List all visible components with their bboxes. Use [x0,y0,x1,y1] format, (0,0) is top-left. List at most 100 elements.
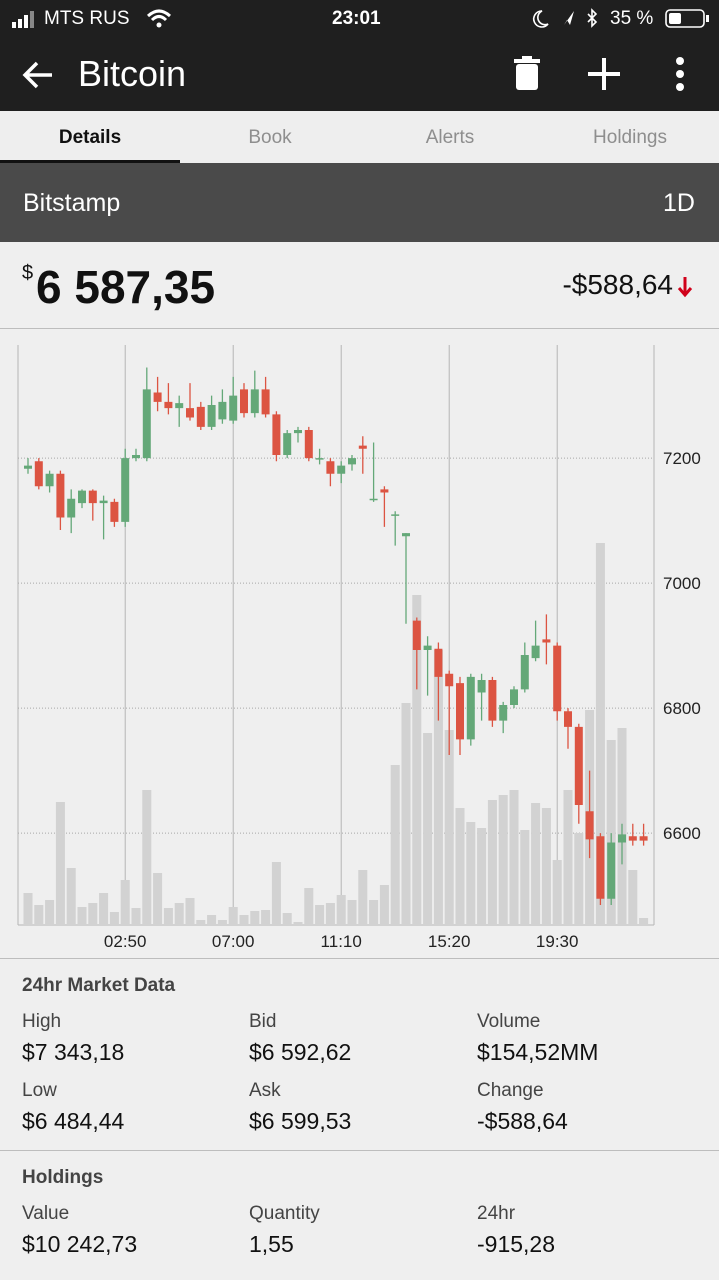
volume-bar [639,918,649,925]
tab[interactable]: Details [58,127,122,148]
volume-bar [66,868,76,925]
candle-body [283,433,292,455]
info-value: $154,52MM [477,1039,599,1065]
volume-bar [498,795,508,925]
volume-bar [401,703,411,925]
volume-bar [239,915,249,925]
y-tick-label: 7200 [663,449,701,468]
volume-bar [271,862,281,925]
back-button[interactable] [22,60,56,90]
volume-bar [228,907,238,925]
volume-bar [433,650,443,925]
volume-bar [55,802,65,925]
volume-bar [207,915,217,925]
carrier: MTS RUS [44,8,130,29]
candle-body [412,620,421,650]
candle-body [24,465,32,469]
volume-bar [531,803,541,925]
volume-bar [606,740,616,925]
info-label: Quantity [249,1203,320,1224]
candle-body [510,689,518,705]
candle-body [240,389,248,414]
candle-body [142,389,151,459]
chart: 02:50 07:00 11:10 15:20 19:30 6600 6800 7000 720… [17,345,701,951]
volume-bar [487,800,497,925]
menu-button[interactable] [670,56,690,94]
section-title-text: Holdings [22,1167,104,1188]
info-value: -$588,64 [477,1108,568,1134]
candle-body [456,683,464,740]
volume-bar [325,903,335,925]
volume-bar [455,808,465,925]
volume-bar [412,595,422,925]
price: 6 587,35 [36,261,216,313]
candle-body [78,490,86,504]
exchange-name[interactable]: Bitstamp [23,189,121,217]
tab-indicator [0,160,180,163]
price-row: $ 6 587,35 -$588,64 [0,242,719,329]
volume-bar [552,860,562,925]
info-value: $6 599,53 [249,1108,352,1134]
x-tick-label: 15:20 [428,932,471,951]
candle-body [607,842,616,899]
x-tick-label: 19:30 [536,932,579,951]
candle-body [542,639,551,643]
candle-body [56,473,65,518]
tab[interactable]: Holdings [593,127,667,148]
candle-body [132,455,140,459]
volume-bar [390,765,400,925]
volume-bar [217,920,227,925]
status-bar: MTS RUS 23:01 35 % [0,0,719,40]
candle-body [218,401,227,420]
info-label: Change [477,1080,544,1101]
currency-symbol: $ [22,262,34,284]
tab[interactable]: Book [248,127,292,148]
candle-body [618,834,626,843]
volume-bar [45,900,55,925]
candle-body [402,533,410,537]
signal-icon [12,11,34,28]
candle-body [207,405,216,427]
volume-bar [520,830,530,925]
delete-button[interactable] [512,56,544,92]
candle-body [488,680,497,721]
candle-body [121,458,130,522]
candle-body [574,726,583,805]
price-change: -$588,64 [562,269,673,300]
candle-body [164,401,173,409]
section-title: Holdings [22,1167,103,1189]
status-icons [533,8,598,28]
info-value: 1,55 [249,1231,294,1257]
add-button[interactable] [586,56,622,92]
volume-bar [466,822,476,925]
info-value: -915,28 [477,1231,556,1257]
volume-bar [120,880,130,925]
battery-icon [665,9,709,28]
volume-bar [509,790,519,925]
volume-bar [574,833,584,925]
info-label: Low [22,1080,57,1101]
volume-bar [444,730,454,925]
volume-bar [477,828,487,925]
y-tick-label: 7000 [663,574,701,593]
x-tick-label: 07:00 [212,932,255,951]
period[interactable]: 1D [663,189,695,217]
x-tick-label: 02:50 [104,932,147,951]
volume-bar [358,870,368,925]
candle-body [153,392,162,402]
tab[interactable]: Alerts [425,127,475,148]
candle-body [315,458,324,460]
tab-bar: Details Book Alerts Holdings [0,111,719,163]
y-tick-label: 6800 [663,699,701,718]
app-bar: Bitcoin [0,40,719,111]
candle-body [99,500,108,504]
candle-body [110,501,119,522]
divider [0,1150,719,1151]
volume-bar [541,808,551,925]
exchange-bar: Bitstamp 1D [0,163,719,242]
candle-body [434,648,443,677]
volume-bar [595,543,605,925]
down-arrow [677,277,693,298]
volume-bar [109,912,119,925]
